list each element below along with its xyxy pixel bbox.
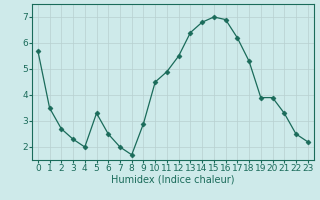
X-axis label: Humidex (Indice chaleur): Humidex (Indice chaleur) [111, 175, 235, 185]
